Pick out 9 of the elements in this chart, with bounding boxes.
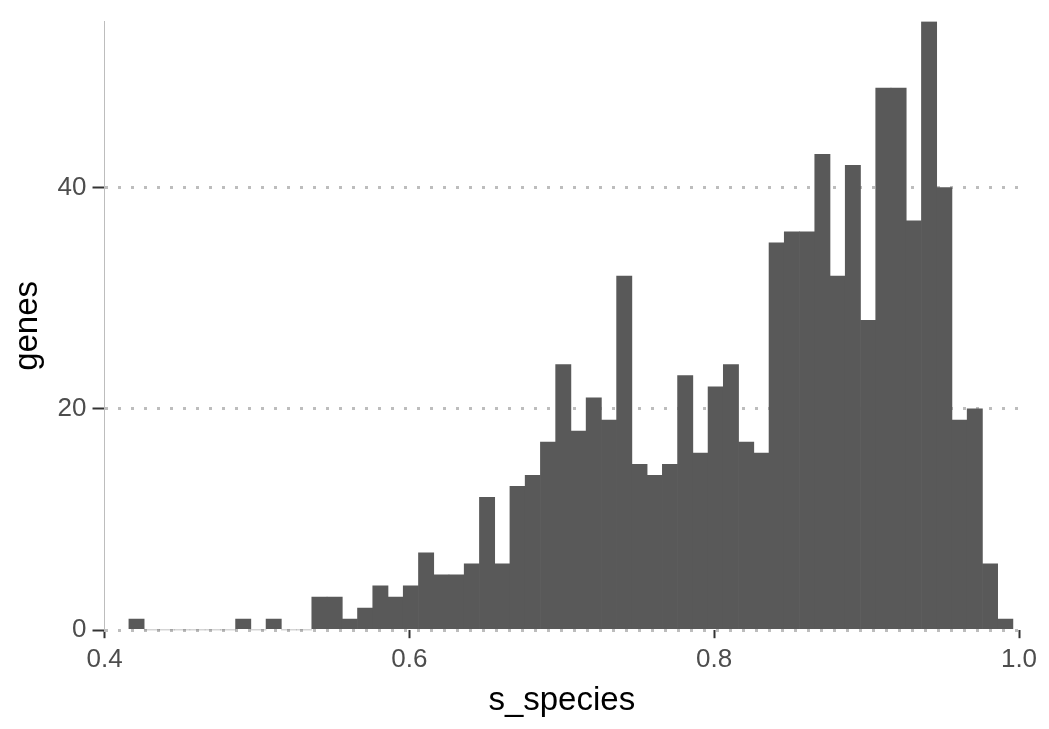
y-tick-label: 40 — [57, 170, 87, 201]
x-tick-label: 0.6 — [391, 642, 428, 673]
y-axis-title: genes — [6, 280, 44, 371]
x-tick-label: 1.0 — [1000, 642, 1038, 673]
x-tick-label: 0.4 — [86, 642, 123, 673]
y-tick-label: 0 — [72, 613, 87, 644]
x-axis-title: s_species — [488, 680, 636, 718]
y-tick-label: 20 — [57, 392, 87, 423]
x-tick-label: 0.8 — [696, 642, 733, 673]
